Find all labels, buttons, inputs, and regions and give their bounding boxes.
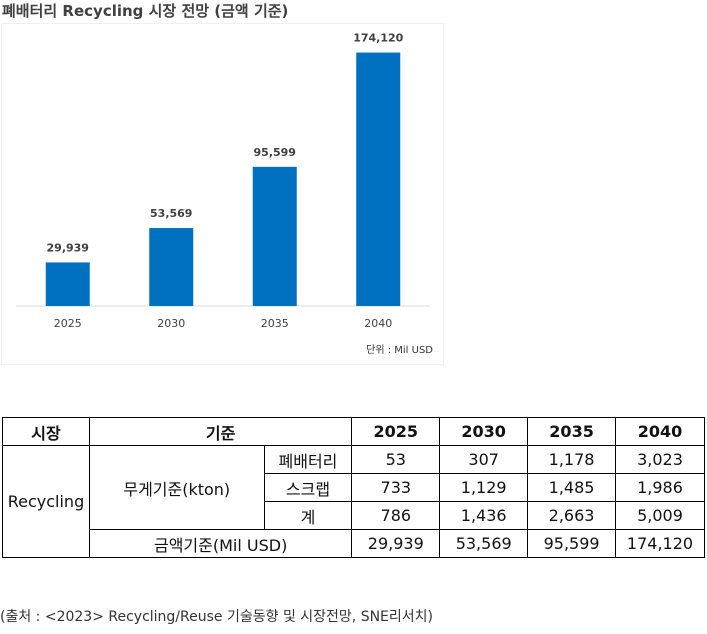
- x-tick-label: 2040: [364, 317, 392, 330]
- header-year: 2035: [527, 417, 617, 446]
- table-cell: 307: [439, 445, 529, 474]
- bar-chart: 29,939 2025 53,569 2030 95,599 2035 174,120 204…: [2, 24, 443, 364]
- source-note: (출처 : <2023> Recycling/Reuse 기술동향 및 시장전망…: [0, 609, 433, 625]
- table-cell: 2,663: [527, 501, 617, 530]
- table-cell: 1,986: [615, 473, 705, 502]
- table-row: 금액기준(Mil USD) 29,939 53,569 95,599 174,1…: [3, 529, 705, 558]
- header-year: 2040: [615, 417, 705, 446]
- table-cell: 733: [351, 473, 441, 502]
- table-cell: 53: [351, 445, 441, 474]
- data-label: 29,939: [47, 241, 89, 254]
- bar-2040: [356, 52, 401, 306]
- table-cell: 3,023: [615, 445, 705, 474]
- bar-2035: [252, 166, 297, 306]
- header-year: 2030: [439, 417, 529, 446]
- table-cell: 1,178: [527, 445, 617, 474]
- bar-2030: [149, 228, 194, 306]
- row-label: 스크랩: [263, 473, 353, 502]
- data-label: 174,120: [353, 32, 403, 45]
- weight-basis-cell: 무게기준(kton): [88, 445, 265, 530]
- x-tick-label: 2030: [157, 317, 185, 330]
- header-year: 2025: [351, 417, 441, 446]
- table-cell: 29,939: [351, 529, 441, 558]
- market-name-cell: Recycling: [2, 445, 90, 558]
- table-cell: 53,569: [439, 529, 529, 558]
- table-cell: 1,436: [439, 501, 529, 530]
- data-table: 시장 기준 2025 2030 2035 2040 Recycling 무게기준…: [2, 417, 705, 558]
- bar-2025: [45, 262, 90, 306]
- table-cell: 786: [351, 501, 441, 530]
- amount-basis-cell: 금액기준(Mil USD): [88, 529, 353, 558]
- row-label: 계: [263, 501, 353, 530]
- bar-chart-svg: 29,939 2025 53,569 2030 95,599 2035 174,120 204…: [16, 32, 430, 330]
- chart-title: 폐배터리 Recycling 시장 전망 (금액 기준): [2, 2, 289, 20]
- table-cell: 174,120: [615, 529, 705, 558]
- x-tick-label: 2025: [54, 317, 82, 330]
- data-label: 53,569: [150, 207, 192, 220]
- header-basis: 기준: [88, 417, 353, 446]
- data-label: 95,599: [254, 146, 296, 159]
- table-header-row: 시장 기준 2025 2030 2035 2040: [2, 417, 705, 446]
- table-cell: 1,129: [439, 473, 529, 502]
- row-label: 폐배터리: [263, 445, 353, 474]
- table-cell: 5,009: [615, 501, 705, 530]
- unit-note: 단위 : Mil USD: [366, 345, 433, 356]
- x-tick-label: 2035: [261, 317, 289, 330]
- header-market: 시장: [2, 417, 90, 446]
- table-row: Recycling 무게기준(kton) 폐배터리 53 307 1,178 3…: [2, 445, 705, 558]
- table-cell: 95,599: [527, 529, 617, 558]
- table-cell: 1,485: [527, 473, 617, 502]
